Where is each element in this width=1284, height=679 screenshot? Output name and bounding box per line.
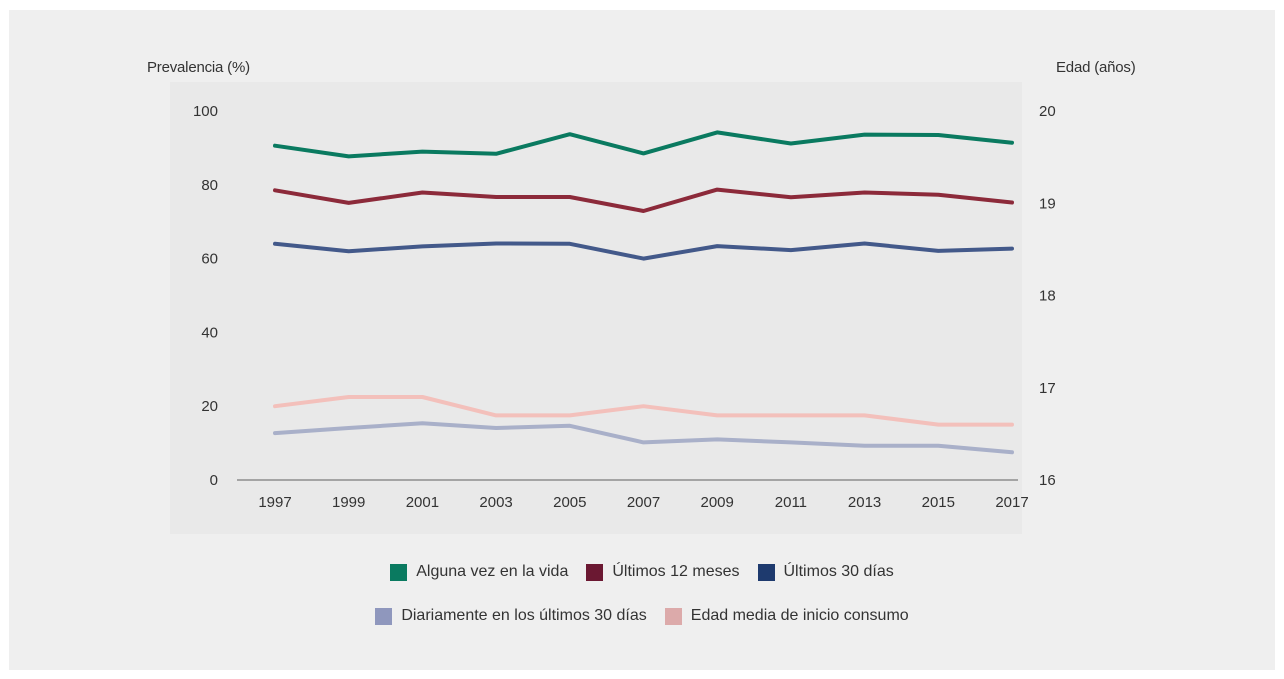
y-tick-label-right: 17: [1039, 380, 1056, 397]
x-tick-label: 2017: [995, 494, 1028, 511]
series-line-4: [273, 395, 1014, 427]
y-tick-label-right: 16: [1039, 472, 1056, 489]
legend-label-diariamente: Diariamente en los últimos 30 días: [401, 607, 647, 624]
x-tick-label: 2007: [627, 494, 660, 511]
legend-label-12-meses: Últimos 12 meses: [612, 563, 740, 580]
series-line-2: [273, 241, 1014, 261]
y-tick-label-left: 40: [201, 324, 218, 341]
series-line-0: [273, 130, 1014, 159]
x-tick-label: 2015: [922, 494, 955, 511]
legend-item-12-meses: Últimos 12 meses: [586, 563, 740, 581]
series-line-1: [273, 187, 1014, 213]
y-tick-label-left: 100: [193, 103, 218, 120]
x-tick-label: 1999: [332, 494, 365, 511]
x-tick-label: 2003: [479, 494, 512, 511]
y-axis-title-right: Edad (años): [1056, 59, 1136, 76]
y-tick-label-left: 60: [201, 251, 218, 268]
x-tick-label: 2011: [775, 494, 807, 511]
legend-swatch-12-meses: [586, 563, 604, 581]
x-tick-label: 2001: [406, 494, 439, 511]
x-tick-label: 2005: [553, 494, 586, 511]
y-tick-label-right: 19: [1039, 195, 1056, 212]
legend-swatch-diariamente: [375, 607, 393, 625]
y-axis-title-left: Prevalencia (%): [147, 59, 250, 76]
y-tick-label-right: 18: [1039, 288, 1056, 305]
legend-swatch-edad-media: [664, 607, 682, 625]
legend-swatch-alguna-vez: [390, 563, 408, 581]
legend-item-30-dias: Últimos 30 días: [757, 563, 894, 581]
x-tick-label: 2009: [701, 494, 734, 511]
legend-item-edad-media: Edad media de inicio consumo: [664, 607, 909, 625]
y-tick-label-left: 20: [201, 398, 218, 415]
y-tick-label-right: 20: [1039, 103, 1056, 120]
series-line-3: [273, 421, 1014, 455]
legend-row-1: Alguna vez en la vida Últimos 12 meses Ú…: [0, 563, 1284, 581]
legend-item-alguna-vez: Alguna vez en la vida: [390, 563, 568, 581]
y-tick-label-left: 80: [201, 177, 218, 194]
x-tick-label: 2013: [848, 494, 881, 511]
legend-swatch-30-dias: [757, 563, 775, 581]
legend-label-edad-media: Edad media de inicio consumo: [690, 607, 909, 624]
plot-area: [170, 82, 1022, 534]
x-tick-label: 1997: [258, 494, 291, 511]
y-tick-label-left: 0: [210, 472, 218, 489]
legend-label-alguna-vez: Alguna vez en la vida: [416, 563, 569, 580]
legend-item-diariamente: Diariamente en los últimos 30 días: [375, 607, 647, 625]
legend-label-30-dias: Últimos 30 días: [783, 563, 894, 580]
legend-row-2: Diariamente en los últimos 30 días Edad …: [0, 607, 1284, 625]
